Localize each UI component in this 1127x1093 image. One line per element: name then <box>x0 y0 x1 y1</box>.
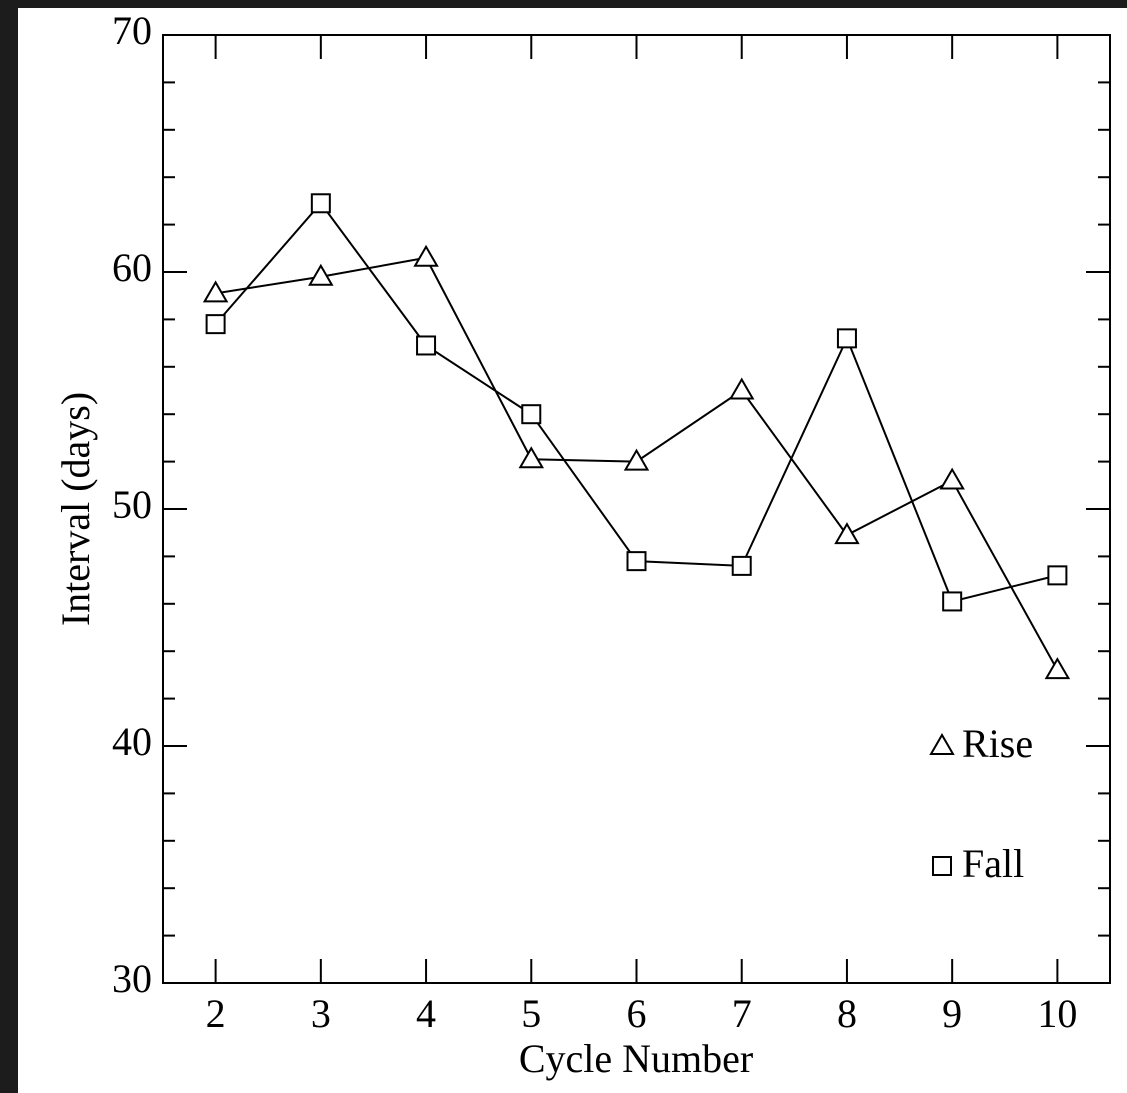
square-marker <box>205 314 226 335</box>
x-tick-label: 5 <box>521 991 541 1036</box>
y-tick-label: 60 <box>112 245 152 290</box>
y-tick-label: 40 <box>112 719 152 764</box>
y-tick-label: 50 <box>112 482 152 527</box>
square-marker <box>731 555 752 576</box>
x-tick-label: 2 <box>206 991 226 1036</box>
triangle-marker <box>623 448 650 471</box>
square-marker <box>836 328 857 349</box>
panel <box>18 8 1127 1093</box>
square-marker <box>942 591 963 612</box>
square-marker <box>626 551 647 572</box>
y-tick-label: 30 <box>112 956 152 1001</box>
y-tick-label: 70 <box>112 8 152 53</box>
x-axis-label: Cycle Number <box>519 1036 753 1081</box>
triangle-marker <box>939 467 965 490</box>
square-marker <box>416 335 437 356</box>
legend-label: Fall <box>962 841 1024 886</box>
triangle-marker <box>929 733 955 755</box>
triangle-marker <box>834 522 860 545</box>
y-axis-label: Interval (days) <box>53 392 98 626</box>
triangle-marker <box>728 377 755 400</box>
x-tick-label: 4 <box>416 991 436 1036</box>
triangle-marker <box>518 446 545 469</box>
x-tick-label: 9 <box>942 991 962 1036</box>
triangle-marker <box>308 263 334 286</box>
square-marker <box>521 404 542 425</box>
x-tick-label: 6 <box>627 991 647 1036</box>
x-tick-label: 10 <box>1037 991 1077 1036</box>
square-marker <box>1047 565 1068 586</box>
triangle-marker <box>202 280 229 303</box>
triangle-marker <box>1044 657 1071 680</box>
square-marker <box>310 193 331 214</box>
x-tick-label: 7 <box>732 991 752 1036</box>
legend-label: Rise <box>962 721 1033 766</box>
triangle-marker <box>413 244 439 267</box>
x-tick-label: 8 <box>837 991 857 1036</box>
square-marker <box>932 856 952 876</box>
x-tick-label: 3 <box>311 991 331 1036</box>
